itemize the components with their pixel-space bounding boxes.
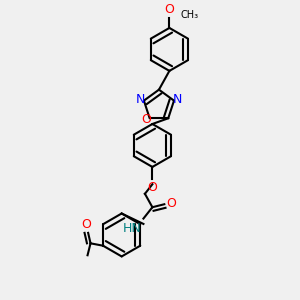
Text: O: O (141, 113, 151, 126)
Text: HN: HN (123, 221, 142, 235)
Text: O: O (164, 3, 174, 16)
Text: O: O (167, 196, 177, 209)
Text: O: O (147, 181, 157, 194)
Text: N: N (173, 93, 182, 106)
Text: O: O (81, 218, 91, 231)
Text: N: N (136, 93, 145, 106)
Text: CH₃: CH₃ (181, 11, 199, 20)
